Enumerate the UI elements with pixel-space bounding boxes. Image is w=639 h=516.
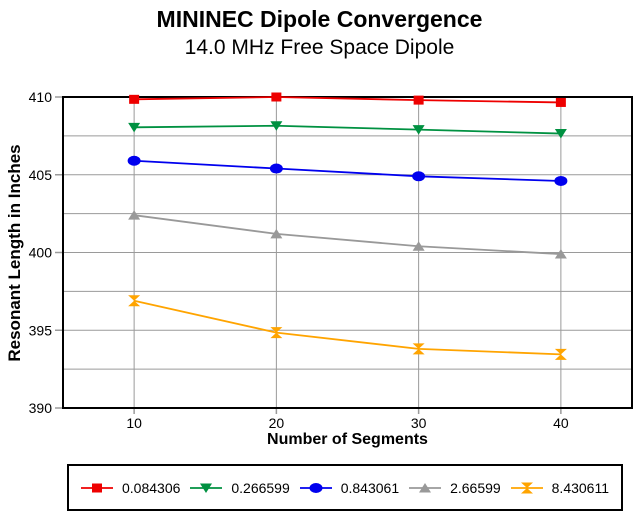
y-tick-label: 390	[29, 400, 53, 416]
data-point-triangle-up	[412, 241, 425, 251]
data-point-triangle-up	[270, 228, 283, 239]
data-point-triangle-up	[554, 249, 567, 259]
legend-item: 0.266599	[190, 479, 290, 496]
y-tick-label: 400	[29, 245, 53, 261]
legend-item: 8.430611	[510, 479, 609, 496]
x-tick-label: 40	[553, 415, 569, 431]
data-point-circle	[412, 171, 426, 182]
data-point-circle	[127, 155, 141, 166]
y-tick-label: 405	[29, 167, 53, 183]
legend-marker-triangle-up	[409, 482, 442, 492]
data-point-hourglass	[128, 295, 141, 307]
data-point-square	[413, 95, 424, 105]
series-line-0.843061	[134, 159, 561, 182]
data-point-square	[92, 483, 102, 492]
series-line-8.430611	[133, 299, 561, 356]
data-point-hourglass	[520, 482, 533, 493]
series-line-0.266599	[134, 124, 561, 135]
legend-label: 0.266599	[231, 479, 290, 496]
data-point-circle	[554, 175, 568, 186]
data-point-square	[271, 92, 282, 102]
series-line-2.66599	[134, 214, 561, 255]
series-line-0.084306	[134, 96, 561, 104]
data-point-triangle-down	[128, 122, 141, 133]
legend-marker-square	[81, 483, 113, 492]
legend-marker-circle	[299, 482, 332, 493]
x-tick-label: 10	[126, 415, 142, 431]
x-tick-label: 20	[269, 415, 285, 431]
data-point-triangle-down	[412, 125, 425, 135]
legend-label: 2.66599	[450, 479, 501, 496]
data-point-triangle-up	[419, 482, 432, 492]
data-point-triangle-up	[128, 210, 141, 220]
legend-marker-hourglass	[510, 482, 543, 493]
legend-label: 8.430611	[551, 479, 609, 496]
data-point-hourglass	[412, 343, 425, 355]
chart-title: MININEC Dipole Convergence	[156, 6, 483, 32]
y-tick-label: 410	[29, 89, 53, 105]
data-point-triangle-down	[270, 121, 283, 131]
y-tick-label: 395	[29, 322, 53, 338]
data-point-circle	[309, 482, 323, 493]
legend-item: 0.084306	[81, 480, 180, 496]
legend-marker-triangle-down	[190, 483, 223, 493]
data-point-square	[555, 97, 566, 107]
x-tick-label: 30	[411, 415, 427, 431]
data-point-triangle-down	[200, 483, 213, 493]
data-point-square	[129, 94, 140, 104]
data-point-circle	[269, 163, 283, 174]
legend-item: 0.843061	[299, 479, 400, 496]
plot-frame	[62, 96, 633, 409]
data-point-hourglass	[270, 327, 283, 339]
legend: 0.084306 0.266599 0.843061 2.66599 8.430611	[67, 464, 623, 511]
legend-item: 2.66599	[409, 480, 501, 496]
x-axis-label: Number of Segments	[267, 431, 428, 448]
data-point-hourglass	[554, 348, 567, 360]
chart-subtitle: 14.0 MHz Free Space Dipole	[184, 36, 455, 59]
data-point-triangle-down	[554, 129, 567, 139]
legend-label: 0.843061	[340, 479, 400, 496]
legend-label: 0.084306	[122, 479, 181, 496]
